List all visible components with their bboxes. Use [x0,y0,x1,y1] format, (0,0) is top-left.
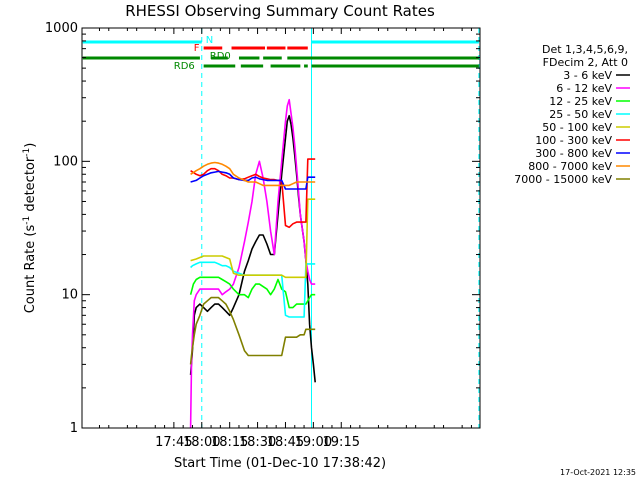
legend-entry-label: 50 - 100 keV [542,121,612,134]
flag-label-rd6: RD6 [174,61,195,72]
plot-area: NF RD0 RD6 [82,28,480,429]
x-tick-label: 18:45 [267,435,304,450]
x-tick-label: 17:45 [155,435,192,450]
footer-timestamp: 17-Oct-2021 12:35 [560,468,636,477]
x-tick-label: 19:00 [295,435,332,450]
flag-label-f: F [194,43,200,54]
y-axis-label-sup: -1 [22,148,32,157]
y-tick-label: 10 [61,288,78,303]
legend-entry-label: 3 - 6 keV [563,69,612,82]
y-axis-label-part: ) [23,143,38,148]
series-line-2 [189,276,316,309]
legend-header-line: Det 1,3,4,5,6,9, [542,43,628,56]
y-tick-label: 100 [53,154,78,169]
plot-frame [81,27,481,429]
chart-title: RHESSI Observing Summary Count Rates [125,2,435,20]
legend-entry-label: 7000 - 15000 keV [514,173,612,186]
legend-entry-label: 6 - 12 keV [556,82,612,95]
series-line-4 [190,198,316,279]
y-axis-label-part: detector [23,156,38,216]
x-axis-label: Start Time (01-Dec-10 17:38:42) [174,456,386,471]
y-tick-label: 1 [70,421,78,436]
legend-entry-label: 12 - 25 keV [549,95,612,108]
legend-header-line: FDecim 2, Att 0 [543,56,628,69]
series-line-7 [190,161,316,187]
legend-entry-label: 300 - 800 keV [535,147,612,160]
x-tick-label: 19:15 [323,435,360,450]
y-axis-label-part: Count Rate (s [23,225,38,314]
x-tick-label: 18:30 [239,435,276,450]
legend: Det 1,3,4,5,6,9,FDecim 2, Att 03 - 6 keV… [514,43,630,186]
flag-label-rd0: RD0 [210,51,231,62]
legend-entry-label: 800 - 7000 keV [528,160,612,173]
series-line-0 [189,114,316,383]
legend-entry-label: 100 - 300 keV [535,134,612,147]
series-line-6 [190,170,316,190]
x-tick-label: 18:15 [211,435,248,450]
legend-entry-label: 25 - 50 keV [549,108,612,121]
y-axis-label: Count Rate (s-1 detector-1) [22,143,38,314]
y-axis-label-sup: -1 [22,216,32,225]
series-line-1 [189,98,316,429]
series-line-8 [189,296,316,365]
y-tick-label: 1000 [45,21,78,36]
x-tick-label: 18:00 [183,435,220,450]
series-line-5 [190,158,316,229]
flag-label-n: N [206,35,213,46]
